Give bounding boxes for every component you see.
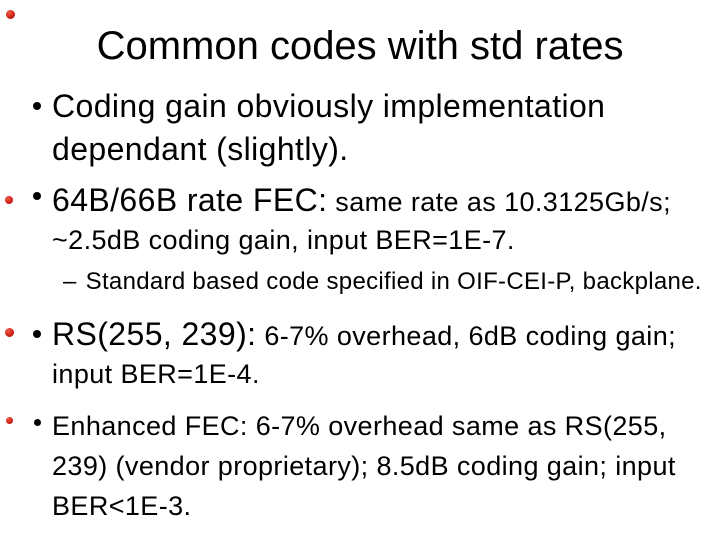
bullet-item-64b66b-fec: 64B/66B rate FEC: same rate as 10.3125Gb…	[52, 181, 671, 259]
red-dot-decoration-4	[6, 417, 13, 424]
bullet-text-line: 239) (vendor proprietary); 8.5dB coding …	[52, 451, 676, 481]
bullet-text-line: input BER=1E-4.	[52, 359, 260, 389]
bullet-head-text: 64B/66B rate FEC:	[52, 182, 328, 218]
red-dot-decoration-3	[5, 328, 14, 337]
bullet-text-line: BER<1E-3.	[52, 491, 192, 521]
bullet-dot-icon	[33, 192, 41, 200]
sub-bullet-oif-cei: – Standard based code specified in OIF-CE…	[63, 270, 702, 294]
bullet-dot-icon	[33, 330, 41, 338]
sub-bullet-text: Standard based code specified in OIF-CEI…	[85, 268, 702, 295]
bullet-text-line: 64B/66B rate FEC: same rate as 10.3125Gb…	[52, 181, 671, 221]
bullet-item-enhanced-fec: Enhanced FEC: 6-7% overhead same as RS(2…	[52, 406, 676, 526]
bullet-text-line: RS(255, 239): 6-7% overhead, 6dB coding …	[52, 315, 676, 355]
red-dot-decoration-1	[6, 10, 15, 19]
bullet-text-line: Coding gain obviously implementation	[52, 88, 606, 124]
bullet-text-line: dependant (slightly).	[52, 131, 349, 167]
bullet-text-line: ~2.5dB coding gain, input BER=1E-7.	[52, 225, 515, 255]
bullet-item-coding-gain: Coding gain obviously implementation dep…	[52, 85, 605, 171]
bullet-tail-text: 6-7% overhead, 6dB coding gain;	[264, 321, 677, 351]
bullet-text-line: Enhanced FEC: 6-7% overhead same as RS(2…	[52, 411, 667, 441]
bullet-dot-icon	[33, 102, 41, 110]
red-dot-decoration-2	[5, 196, 13, 204]
bullet-head-text: RS(255, 239):	[52, 316, 257, 352]
bullet-item-rs255-239: RS(255, 239): 6-7% overhead, 6dB coding …	[52, 315, 676, 393]
sub-bullet-dash-icon: –	[63, 268, 77, 295]
bullet-dot-icon	[34, 419, 41, 426]
slide-title: Common codes with std rates	[96, 24, 624, 68]
bullet-tail-text: same rate as 10.3125Gb/s;	[335, 187, 671, 217]
